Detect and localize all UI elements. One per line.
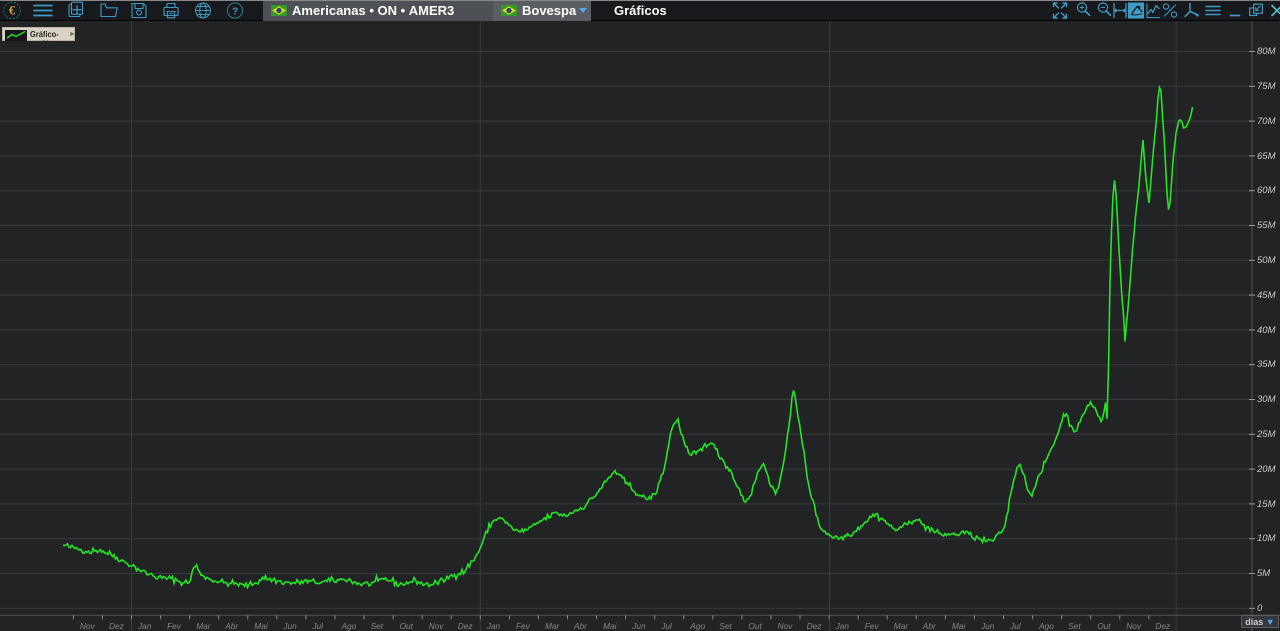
svg-text:€: €: [9, 4, 16, 18]
svg-text:?: ?: [232, 7, 238, 18]
